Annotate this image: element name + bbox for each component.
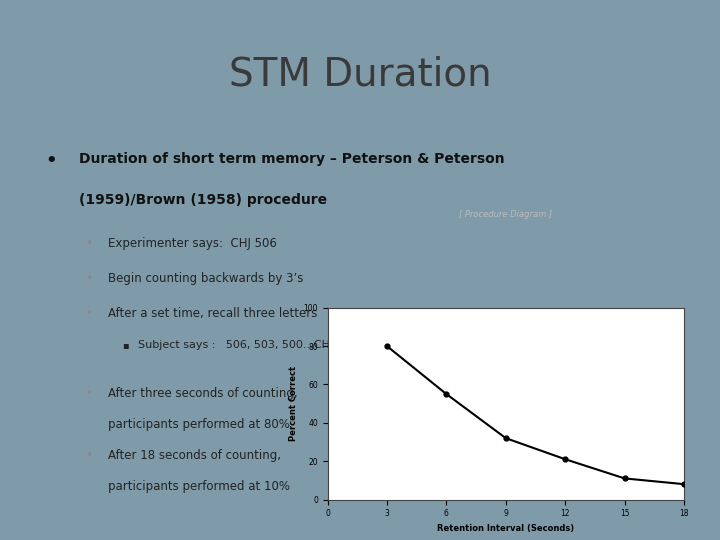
Text: •: • [85,272,93,285]
Text: After a set time, recall three letters: After a set time, recall three letters [109,307,318,320]
Text: ▪: ▪ [122,340,128,350]
Text: Duration of short term memory – Peterson & Peterson: Duration of short term memory – Peterson… [78,152,504,166]
Text: •: • [85,237,93,250]
Text: After three seconds of counting,: After three seconds of counting, [109,387,298,400]
Text: Subject says :   506, 503, 500...CHJ: Subject says : 506, 503, 500...CHJ [138,340,333,350]
Text: •: • [85,307,93,320]
Text: participants performed at 10%: participants performed at 10% [109,480,290,493]
Text: (1959)/Brown (1958) procedure: (1959)/Brown (1958) procedure [78,193,327,207]
X-axis label: Retention Interval (Seconds): Retention Interval (Seconds) [437,524,575,533]
Text: Begin counting backwards by 3’s: Begin counting backwards by 3’s [109,272,304,285]
Text: [ Procedure Diagram ]: [ Procedure Diagram ] [459,210,552,219]
Text: STM Duration: STM Duration [230,55,492,93]
Y-axis label: Percent Correct: Percent Correct [289,366,298,441]
Text: participants performed at 80%: participants performed at 80% [109,418,290,431]
Text: Experimenter says:  CHJ 506: Experimenter says: CHJ 506 [109,237,277,250]
Text: •: • [85,387,93,400]
Text: •: • [45,152,57,170]
Text: •: • [85,449,93,462]
Text: After 18 seconds of counting,: After 18 seconds of counting, [109,449,282,462]
